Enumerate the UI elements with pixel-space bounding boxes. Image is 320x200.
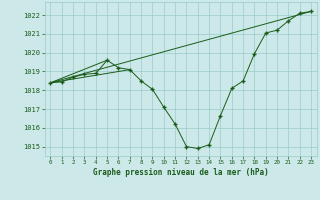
X-axis label: Graphe pression niveau de la mer (hPa): Graphe pression niveau de la mer (hPa) [93, 168, 269, 177]
